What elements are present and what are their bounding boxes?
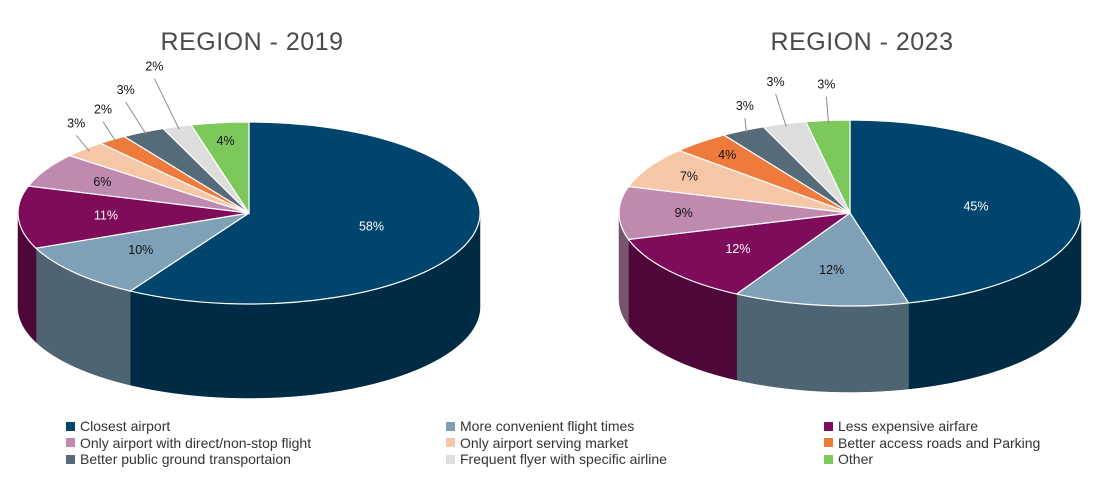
data-label-other: 3% [817, 78, 835, 92]
legend-item-better-public-ground-transportaion: Better public ground transportaion [66, 451, 446, 468]
legend-item-frequent-flyer-with-specific-airline: Frequent flyer with specific airline [446, 451, 824, 468]
pie-slice-only-airport-serving-market [627, 149, 851, 214]
pie-region-2023: 45% 12% 12% 9% 7% 4% 3% 3% 3% [618, 75, 1082, 393]
pie-sides [618, 212, 1082, 393]
legend-label: Only airport serving market [460, 434, 629, 451]
pie-sides [17, 212, 481, 399]
legend-item-more-convenient-flight-times: More convenient flight times [446, 418, 824, 435]
data-label-less-expensive-airfare: 12% [725, 242, 750, 256]
pie-slice-other [189, 121, 250, 216]
leader-line [75, 134, 90, 152]
legend-swatch [66, 421, 75, 431]
legend-item-only-airport-with-direct-non-stop-flight: Only airport with direct/non-stop flight [66, 435, 446, 452]
legend-label: Better public ground transportaion [80, 451, 291, 468]
data-label-closest-airport: 45% [963, 200, 988, 214]
data-label-frequent-flyer-with-specific-airline: 3% [767, 75, 785, 89]
legend-item-other: Other [824, 451, 1086, 468]
chart-title-2023: REGION - 2023 [770, 28, 954, 56]
pie-slice-less-expensive-airfare [17, 185, 250, 249]
pie-slice-more-convenient-flight-times [735, 212, 910, 307]
legend-swatch [446, 454, 455, 464]
data-label-less-expensive-airfare: 11% [94, 209, 118, 223]
legend-swatch [446, 438, 455, 448]
legend-swatch [66, 438, 75, 448]
legend-swatch [824, 421, 833, 431]
legend-swatch [446, 421, 455, 431]
leader-line [153, 78, 180, 130]
legend-label: Better access roads and Parking [838, 434, 1041, 451]
leader-line [775, 93, 787, 127]
data-label-closest-airport: 58% [359, 219, 384, 233]
legend-label: Frequent flyer with specific airline [460, 451, 667, 468]
legend-label: Closest airport [80, 418, 171, 435]
legend-label: Less expensive airfare [838, 418, 979, 435]
leader-line [125, 101, 147, 135]
data-label-more-convenient-flight-times: 10% [128, 243, 153, 257]
data-label-more-convenient-flight-times: 12% [819, 263, 844, 277]
pie-slice-only-airport-with-direct-non-stop-flight [618, 185, 851, 241]
chart-title-2019: REGION - 2019 [160, 28, 344, 56]
legend-item-less-expensive-airfare: Less expensive airfare [824, 418, 1086, 435]
pie-side-more-convenient-flight-times [736, 293, 909, 393]
data-label-better-public-ground-transportaion: 3% [736, 99, 754, 113]
data-label-only-airport-serving-market: 3% [67, 116, 85, 130]
legend-item-closest-airport: Closest airport [66, 418, 446, 435]
legend-swatch [66, 454, 75, 464]
legend-item-only-airport-serving-market: Only airport serving market [446, 435, 824, 452]
data-label-frequent-flyer-with-specific-airline: 2% [145, 60, 163, 74]
data-label-only-airport-serving-market: 7% [680, 170, 698, 184]
leader-line [744, 118, 747, 134]
legend-label: Other [838, 451, 874, 468]
legend: Closest airport More convenient flight ti… [66, 418, 1086, 468]
pie-region-2019: 58% 10% 11% 6% 3% 2% 3% 2% 4% [17, 60, 481, 399]
data-label-better-access-roads-and-parking: 4% [718, 148, 736, 162]
pie-slice-more-convenient-flight-times [34, 212, 250, 292]
legend-label: More convenient flight times [460, 418, 635, 435]
data-label-only-airport-with-direct-non-stop-flight: 6% [93, 175, 111, 189]
data-label-only-airport-with-direct-non-stop-flight: 9% [675, 206, 693, 220]
leader-line [825, 96, 829, 124]
pie-slice-closest-airport [128, 121, 481, 305]
data-label-better-public-ground-transportaion: 3% [117, 83, 135, 97]
data-label-better-access-roads-and-parking: 2% [94, 103, 112, 117]
pie-slice-closest-airport [849, 119, 1082, 304]
legend-item-better-access-roads-and-parking: Better access roads and Parking [824, 435, 1086, 452]
leader-line [102, 121, 117, 143]
legend-label: Only airport with direct/non-stop flight [80, 434, 312, 451]
data-label-other: 4% [217, 134, 235, 148]
legend-swatch [824, 454, 833, 464]
legend-swatch [824, 438, 833, 448]
